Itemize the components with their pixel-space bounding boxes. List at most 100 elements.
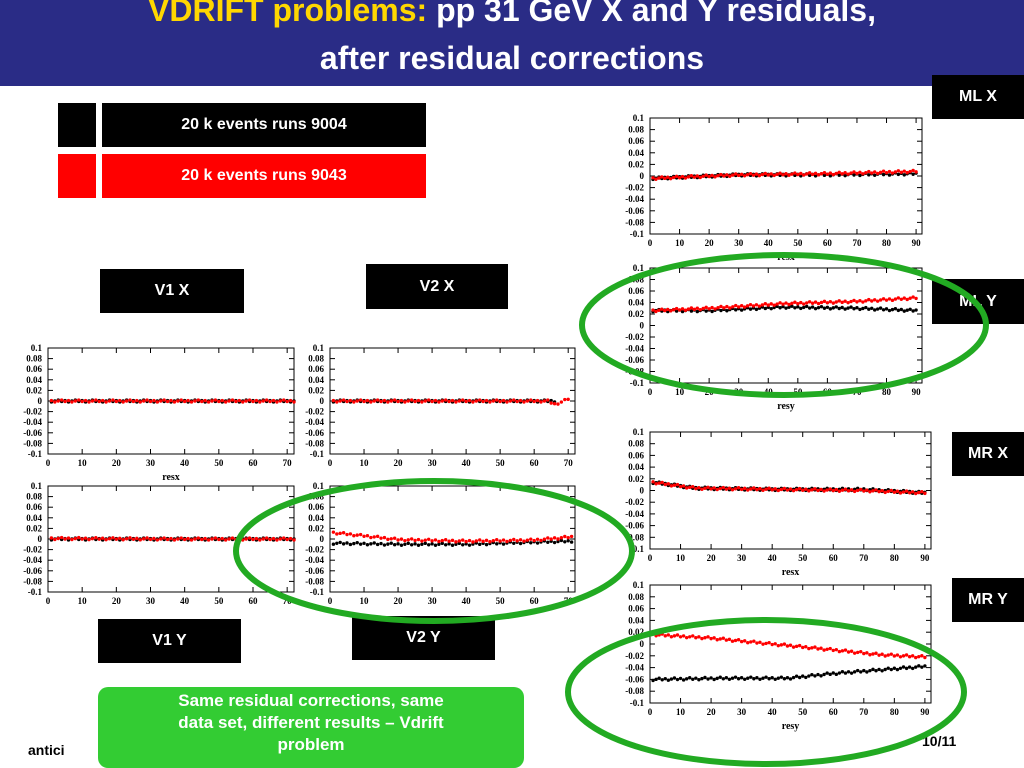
data-point bbox=[678, 635, 683, 639]
data-point bbox=[651, 678, 655, 683]
data-point bbox=[244, 537, 248, 541]
data-point bbox=[227, 399, 231, 403]
data-point bbox=[430, 542, 434, 546]
data-point bbox=[816, 647, 820, 651]
data-point bbox=[416, 398, 421, 403]
data-point bbox=[834, 647, 839, 652]
data-point bbox=[881, 172, 886, 177]
y-tick-label: -0.1 bbox=[310, 449, 325, 459]
data-point bbox=[491, 399, 496, 403]
data-point bbox=[752, 486, 756, 490]
data-point bbox=[849, 299, 853, 304]
data-point bbox=[831, 301, 836, 305]
data-point bbox=[843, 648, 848, 652]
data-point bbox=[742, 677, 747, 681]
x-tick-label: 70 bbox=[852, 387, 862, 397]
data-point bbox=[849, 649, 854, 653]
data-point bbox=[701, 306, 705, 311]
data-point bbox=[813, 487, 817, 491]
data-point bbox=[923, 491, 927, 496]
data-point bbox=[651, 176, 655, 180]
data-point bbox=[345, 532, 349, 537]
data-point bbox=[118, 536, 122, 540]
data-point bbox=[379, 536, 383, 540]
data-point bbox=[495, 542, 499, 546]
data-point bbox=[764, 641, 768, 646]
y-tick-label: 0.04 bbox=[628, 462, 644, 472]
data-point bbox=[719, 308, 723, 313]
x-tick-label: 30 bbox=[146, 458, 156, 468]
plot-mly: 0.10.080.060.040.020-0.02-0.04-0.06-0.08… bbox=[625, 263, 923, 412]
data-point bbox=[566, 539, 570, 543]
data-point bbox=[923, 655, 927, 660]
data-point bbox=[189, 538, 194, 542]
data-point bbox=[97, 537, 101, 541]
data-point bbox=[73, 399, 78, 403]
y-tick-label: -0.02 bbox=[305, 545, 324, 555]
data-point bbox=[787, 302, 791, 307]
data-point bbox=[782, 486, 787, 491]
data-point bbox=[535, 398, 540, 403]
data-point bbox=[872, 298, 877, 302]
data-point bbox=[831, 671, 835, 675]
data-point bbox=[734, 308, 738, 312]
y-tick-label: 0.02 bbox=[628, 159, 644, 169]
data-point bbox=[871, 667, 875, 672]
x-tick-label: 30 bbox=[146, 596, 156, 606]
plot-mrx: 0.10.080.060.040.020-0.02-0.04-0.06-0.08… bbox=[625, 427, 932, 578]
data-point bbox=[884, 307, 889, 311]
data-point bbox=[886, 653, 890, 657]
data-point bbox=[288, 536, 293, 541]
data-point bbox=[124, 399, 129, 403]
data-point bbox=[114, 537, 119, 541]
data-point bbox=[861, 300, 865, 304]
data-point bbox=[464, 399, 468, 404]
y-tick-label: 0.02 bbox=[628, 474, 644, 484]
data-point bbox=[819, 304, 824, 309]
data-point bbox=[788, 487, 793, 491]
data-point bbox=[804, 304, 809, 309]
data-point bbox=[409, 398, 414, 402]
y-tick-label: -0.02 bbox=[625, 497, 644, 507]
x-tick-label: 40 bbox=[462, 596, 472, 606]
x-tick-label: 60 bbox=[829, 553, 839, 563]
data-point bbox=[799, 306, 803, 311]
data-point bbox=[917, 664, 921, 668]
data-point bbox=[736, 305, 741, 309]
data-point bbox=[206, 538, 211, 542]
data-point bbox=[868, 653, 872, 657]
y-tick-label: -0.02 bbox=[305, 407, 324, 417]
data-point bbox=[704, 309, 708, 313]
data-point bbox=[872, 170, 877, 174]
data-point bbox=[763, 302, 768, 306]
y-tick-label: 0.06 bbox=[308, 502, 324, 512]
x-tick-label: 20 bbox=[112, 458, 122, 468]
data-point bbox=[712, 677, 716, 682]
data-point bbox=[365, 398, 370, 403]
data-point bbox=[559, 536, 564, 540]
data-point bbox=[409, 543, 414, 547]
data-point bbox=[887, 169, 892, 174]
data-point bbox=[757, 173, 762, 178]
y-tick-label: 0 bbox=[38, 534, 43, 544]
y-tick-label: 0.06 bbox=[308, 364, 324, 374]
data-point bbox=[529, 398, 533, 402]
data-point bbox=[100, 398, 105, 403]
data-point bbox=[746, 488, 750, 492]
data-point bbox=[518, 538, 523, 542]
data-point bbox=[855, 650, 860, 655]
data-point bbox=[392, 536, 397, 540]
data-point bbox=[855, 488, 860, 493]
data-point bbox=[660, 632, 664, 636]
data-point bbox=[203, 536, 207, 541]
data-point bbox=[748, 307, 753, 311]
data-point bbox=[700, 487, 704, 492]
data-point bbox=[258, 400, 262, 404]
data-point bbox=[742, 174, 747, 178]
data-point bbox=[748, 171, 753, 176]
data-point bbox=[707, 307, 711, 311]
y-tick-label: 0.1 bbox=[313, 343, 325, 353]
plot-mry: 0.1 0.08 0.060.04 0.02 0 -0.02 -0.04-0.06 -0.08… bbox=[625, 580, 932, 732]
data-point bbox=[423, 399, 427, 403]
x-tick-label: 60 bbox=[530, 458, 540, 468]
